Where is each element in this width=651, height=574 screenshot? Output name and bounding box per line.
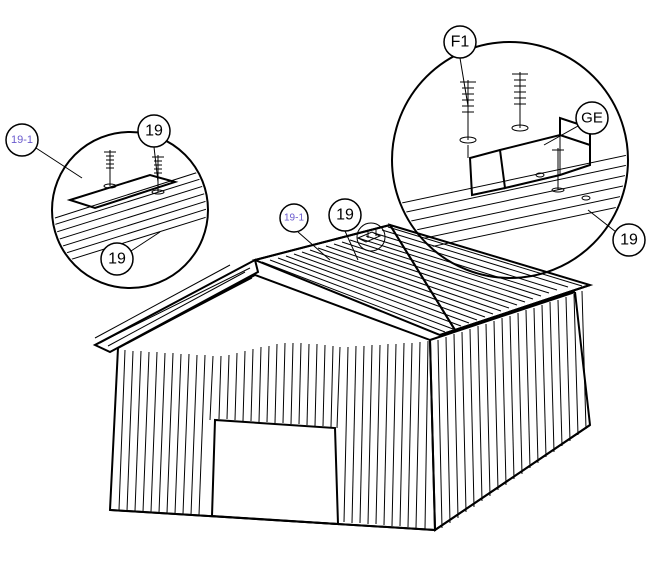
label-19-1-c: 19-1 (284, 213, 304, 224)
callout-GE: GE (576, 102, 608, 134)
detail-right (392, 42, 628, 278)
label-GE: GE (581, 110, 603, 127)
leaders (36, 58, 616, 260)
callout-F1: F1 (444, 26, 476, 58)
label-19-c: 19 (336, 207, 354, 224)
callout-19-b: 19 (101, 243, 133, 275)
callout-19-a: 19 (138, 115, 170, 147)
callout-19-1-a: 19-1 (6, 124, 38, 156)
label-19-d: 19 (620, 232, 638, 249)
front-wall-corrugation (119, 341, 428, 529)
screw-left-1 (104, 150, 116, 188)
label-F1: F1 (451, 34, 470, 51)
callout-19-d: 19 (613, 224, 645, 256)
shed (95, 225, 590, 530)
screw-right-1 (460, 80, 476, 158)
label-19-1-a: 19-1 (11, 134, 33, 146)
callout-19-c: 19 (329, 199, 361, 231)
callout-19-1-c: 19-1 (280, 204, 308, 232)
label-19-b: 19 (108, 251, 126, 268)
screw-right-2 (512, 72, 528, 131)
side-wall-corrugation (438, 291, 586, 528)
assembly-diagram: F1 GE 19 19-1 19 19 19-1 19 (0, 0, 651, 574)
screw-right-3 (552, 148, 564, 192)
label-19-a: 19 (145, 123, 163, 140)
